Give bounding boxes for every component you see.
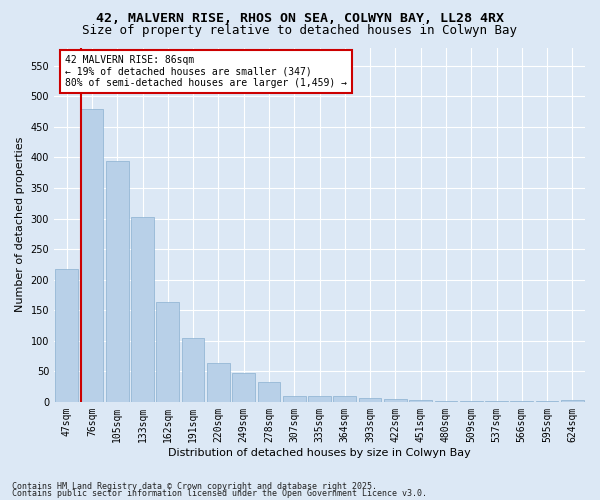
Text: Size of property relative to detached houses in Colwyn Bay: Size of property relative to detached ho…	[83, 24, 517, 37]
Bar	[460, 400, 482, 402]
Bar	[308, 396, 331, 402]
Bar	[80, 108, 103, 402]
Text: Contains public sector information licensed under the Open Government Licence v3: Contains public sector information licen…	[12, 489, 427, 498]
Text: 42, MALVERN RISE, RHOS ON SEA, COLWYN BAY, LL28 4RX: 42, MALVERN RISE, RHOS ON SEA, COLWYN BA…	[96, 12, 504, 26]
Bar	[131, 216, 154, 402]
Bar	[334, 396, 356, 402]
Bar	[485, 401, 508, 402]
Bar	[257, 382, 280, 402]
X-axis label: Distribution of detached houses by size in Colwyn Bay: Distribution of detached houses by size …	[168, 448, 471, 458]
Bar	[561, 400, 584, 402]
Bar	[511, 401, 533, 402]
Bar	[55, 268, 78, 402]
Bar	[106, 160, 128, 402]
Text: Contains HM Land Registry data © Crown copyright and database right 2025.: Contains HM Land Registry data © Crown c…	[12, 482, 377, 491]
Bar	[207, 362, 230, 402]
Bar	[434, 400, 457, 402]
Y-axis label: Number of detached properties: Number of detached properties	[15, 137, 25, 312]
Bar	[536, 401, 559, 402]
Bar	[157, 302, 179, 402]
Bar	[409, 400, 432, 402]
Bar	[283, 396, 305, 402]
Bar	[359, 398, 382, 402]
Text: 42 MALVERN RISE: 86sqm
← 19% of detached houses are smaller (347)
80% of semi-de: 42 MALVERN RISE: 86sqm ← 19% of detached…	[65, 54, 347, 88]
Bar	[182, 338, 205, 402]
Bar	[232, 373, 255, 402]
Bar	[384, 400, 407, 402]
